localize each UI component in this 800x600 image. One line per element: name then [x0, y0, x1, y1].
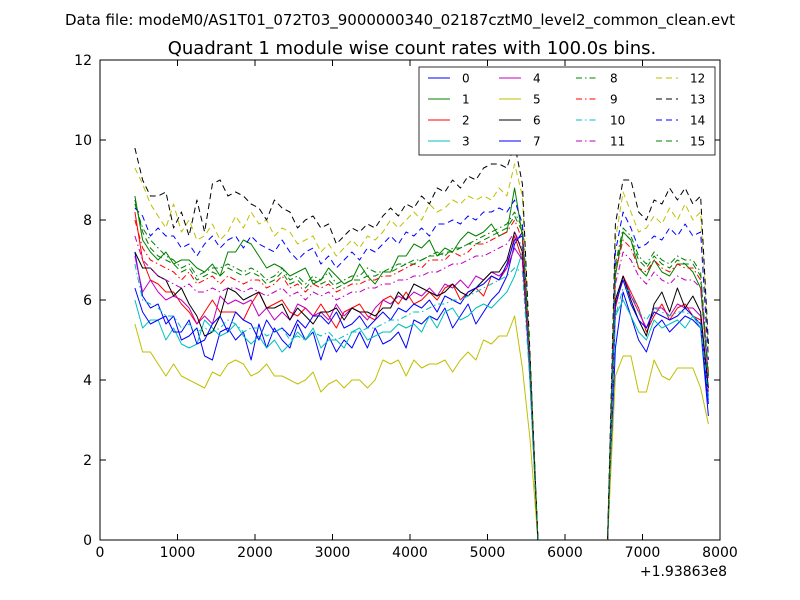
legend-label-9: 9: [610, 93, 618, 107]
series-line-13: [134, 143, 709, 541]
series-line-7: [134, 235, 709, 541]
series-line-12: [134, 163, 709, 541]
x-tick-label: 1000: [160, 545, 196, 561]
x-tick-label: 5000: [470, 545, 506, 561]
series-line-2: [134, 211, 709, 541]
legend-label-3: 3: [462, 135, 470, 149]
legend-label-5: 5: [533, 93, 541, 107]
series-line-15: [134, 199, 709, 541]
y-tick-label: 12: [74, 53, 92, 69]
legend-label-10: 10: [610, 114, 625, 128]
series-line-4: [134, 247, 709, 541]
y-tick-label: 4: [83, 373, 92, 389]
legend-label-0: 0: [462, 72, 470, 86]
series-line-0: [134, 231, 709, 541]
legend-label-14: 14: [690, 114, 705, 128]
y-tick-label: 2: [83, 453, 92, 469]
x-tick-label: 0: [96, 545, 105, 561]
y-tick-label: 0: [83, 533, 92, 549]
series-line-6: [134, 231, 709, 541]
legend-label-4: 4: [533, 72, 541, 86]
legend-label-1: 1: [462, 93, 470, 107]
series-layer: [134, 143, 709, 541]
x-tick-label: 7000: [625, 545, 661, 561]
x-tick-label: 6000: [547, 545, 583, 561]
series-line-1: [134, 187, 709, 541]
x-tick-label: 8000: [702, 545, 738, 561]
legend-label-2: 2: [462, 114, 470, 128]
y-tick-label: 6: [83, 293, 92, 309]
series-line-14: [134, 199, 709, 541]
series-line-5: [134, 315, 709, 541]
legend-label-11: 11: [610, 135, 625, 149]
y-tick-label: 10: [74, 133, 92, 149]
legend-label-8: 8: [610, 72, 618, 86]
legend-label-6: 6: [533, 114, 541, 128]
x-offset-label: +1.93863e8: [640, 564, 727, 580]
chart-title: Quadrant 1 module wise count rates with …: [168, 38, 657, 59]
legend-label-12: 12: [690, 72, 705, 86]
x-tick-label: 4000: [392, 545, 428, 561]
legend-label-13: 13: [690, 93, 705, 107]
axes-layer: 0 1000 2000 3000 4000 5000 6000 7000 80000246810…: [74, 53, 738, 561]
legend-label-7: 7: [533, 135, 541, 149]
x-tick-label: 2000: [237, 545, 273, 561]
chart-suptitle: Data file: modeM0/AS1T01_072T03_90000003…: [65, 11, 735, 30]
x-tick-label: 3000: [315, 545, 351, 561]
legend-label-15: 15: [690, 135, 705, 149]
y-tick-label: 8: [83, 213, 92, 229]
legend-box: [418, 66, 716, 156]
series-line-10: [134, 263, 709, 541]
